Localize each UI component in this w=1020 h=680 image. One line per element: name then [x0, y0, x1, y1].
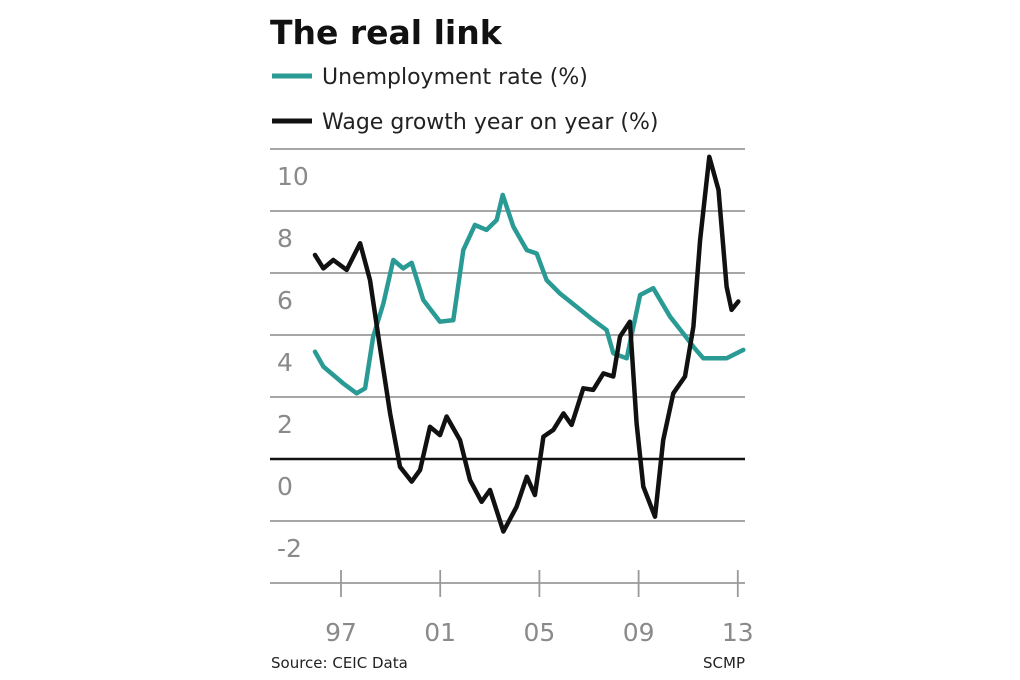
x-tick-label: 05 — [523, 618, 555, 647]
y-tick-label: 10 — [277, 162, 309, 191]
x-tick-label: 01 — [424, 618, 456, 647]
y-tick-label: 6 — [277, 286, 293, 315]
series-line-unemployment — [312, 192, 746, 396]
y-tick-label: 8 — [277, 224, 293, 253]
series-line-wage-growth — [312, 154, 741, 534]
credit-note: SCMP — [703, 654, 745, 672]
legend-label-unemployment: Unemployment rate (%) — [322, 65, 588, 90]
source-note: Source: CEIC Data — [271, 654, 408, 672]
chart-title: The real link — [270, 13, 503, 52]
y-tick-label: 4 — [277, 348, 293, 377]
y-tick-label: -2 — [277, 534, 302, 563]
x-tick-label: 97 — [325, 618, 357, 647]
y-tick-label: 0 — [277, 472, 293, 501]
x-tick-label: 09 — [623, 618, 655, 647]
x-tick-label: 13 — [722, 618, 754, 647]
y-tick-label: 2 — [277, 410, 293, 439]
legend-label-wage: Wage growth year on year (%) — [322, 110, 658, 135]
